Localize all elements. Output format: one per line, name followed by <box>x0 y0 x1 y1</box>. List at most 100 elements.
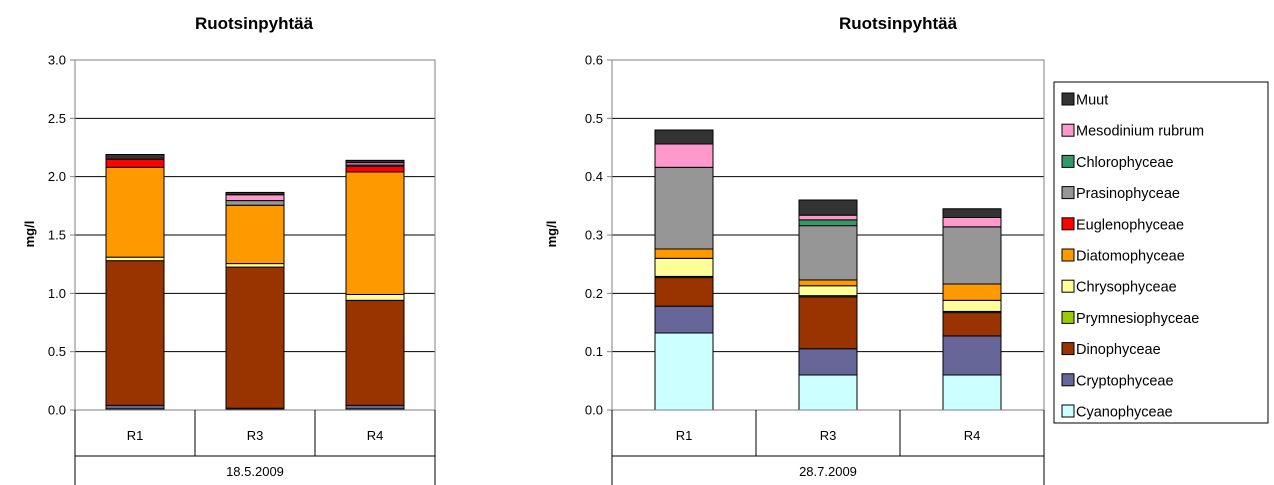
legend-items: Muut Mesodinium rubrum Chlorophyceae Prasin… <box>1061 92 1204 421</box>
chart-1-group-label: 18.5.2009 <box>226 464 284 479</box>
chart-1-bars <box>105 154 405 411</box>
legend-label: Euglenophyceae <box>1076 217 1184 233</box>
legend-swatch <box>1061 186 1075 200</box>
chart-1-bar-segment <box>105 256 165 262</box>
legend-label: Prymnesiophyceae <box>1076 311 1199 327</box>
chart-1-ytick-label: 2.5 <box>48 111 66 126</box>
chart-1-bar-segment <box>105 260 165 406</box>
chart-2-xtick-label: R4 <box>964 428 981 443</box>
chart-2-bar-segment <box>654 305 714 334</box>
chart-2-ytick-label: 0.2 <box>585 286 603 301</box>
legend-label: Mesodinium rubrum <box>1076 124 1204 140</box>
chart-2-xtick-label: R3 <box>820 428 837 443</box>
legend-swatch <box>1061 373 1075 387</box>
chart-2-bar-segment <box>942 226 1002 285</box>
legend-label: Prasinophyceae <box>1076 186 1180 202</box>
legend-label: Cyanophyceae <box>1076 405 1173 421</box>
chart-2-bar-segment <box>798 348 858 376</box>
chart-1-ytick-label: 3.0 <box>48 53 66 68</box>
chart-2-ytick-label: 0.5 <box>585 111 603 126</box>
chart-1-bar-segment <box>345 159 405 164</box>
chart-2-ytick-label: 0.6 <box>585 53 603 68</box>
chart-2-bar-segment <box>798 296 858 350</box>
legend: Muut Mesodinium rubrum Chlorophyceae Prasin… <box>1053 81 1269 424</box>
chart-1-ytick-label: 1.0 <box>48 286 66 301</box>
legend-label: Muut <box>1076 93 1108 109</box>
chart-1-bar-segment <box>345 171 405 295</box>
legend-swatch <box>1061 404 1075 418</box>
legend-label: Chlorophyceae <box>1076 155 1174 171</box>
chart-2-ytick-label: 0.4 <box>585 169 603 184</box>
legend-swatch <box>1061 123 1075 137</box>
chart-2-group-label: 28.7.2009 <box>799 464 857 479</box>
chart-2-bar-segment <box>942 335 1002 376</box>
chart-2-bar-segment <box>942 283 1002 301</box>
chart-2-bar-segment <box>798 225 858 281</box>
legend-box <box>1053 81 1269 424</box>
chart-2-bar-segment <box>654 277 714 307</box>
chart-2: Ruotsinpyhtää mg/l 0.0 0.1 0.2 0.3 0.4 0.5 0.6… <box>544 14 1045 485</box>
chart-1-bar-segment <box>345 299 405 406</box>
chart-1-bar-segment <box>225 200 285 206</box>
chart-1-xaxis: R1 R3 R4 <box>74 410 436 485</box>
chart-1-bar-segment <box>105 166 165 258</box>
chart-2-ytick-label: 0.0 <box>585 403 603 418</box>
chart-2-bar-segment <box>654 166 714 250</box>
chart-1-bar-segment <box>105 404 165 410</box>
chart-2-bar-segment <box>798 214 858 221</box>
chart-1-bar-segment <box>105 154 165 160</box>
chart-2-bars <box>654 129 1002 411</box>
chart-1-ylabel: mg/l <box>22 221 37 248</box>
chart-1-bar-segment <box>345 404 405 410</box>
chart-2-bar-segment <box>942 299 1002 312</box>
chart-1-xtick-label: R3 <box>247 428 264 443</box>
chart-1-bar-segment <box>345 294 405 301</box>
chart-1-ytick-label: 0.5 <box>48 344 66 359</box>
chart-2-ytick-label: 0.1 <box>585 344 603 359</box>
chart-1-bar-segment <box>225 194 285 202</box>
chart-2-ylabel: mg/l <box>544 221 559 248</box>
chart-1-bar-segment <box>105 158 165 168</box>
legend-label: Diatomophyceae <box>1076 249 1185 265</box>
chart-2-bar-segment <box>942 374 1002 411</box>
legend-swatch <box>1061 92 1075 106</box>
chart-1-ytick-label: 1.5 <box>48 228 66 243</box>
legend-swatch <box>1061 154 1075 168</box>
chart-1-yticks: 0.0 0.5 1.0 1.5 2.0 2.5 3.0 <box>48 53 75 418</box>
legend-swatch <box>1061 248 1075 262</box>
chart-2-bar-segment <box>942 312 1002 337</box>
chart-1-bar-segment <box>345 165 405 173</box>
chart-2-bar-segment <box>798 374 858 411</box>
legend-label: Chrysophyceae <box>1076 280 1177 296</box>
legend-swatch <box>1061 310 1075 324</box>
chart-1-bar-segment <box>225 263 285 268</box>
chart-1-bar-segment <box>225 266 285 409</box>
chart-2-bar-segment <box>942 208 1002 218</box>
chart-2-bar-segment <box>654 143 714 168</box>
legend-swatch <box>1061 217 1075 231</box>
chart-1: Ruotsinpyhtää mg/l 0.0 0.5 1.0 1.5 2.0 2.5 3.0… <box>22 14 436 485</box>
chart-2-bar-segment <box>654 257 714 277</box>
chart-2-bar-segment <box>654 248 714 259</box>
chart-1-bar-segment <box>225 191 285 196</box>
chart-2-bar-segment <box>798 285 858 297</box>
chart-2-title: Ruotsinpyhtää <box>839 14 958 33</box>
chart-2-xtick-label: R1 <box>676 428 693 443</box>
chart-2-bar-segment <box>654 129 714 145</box>
legend-label: Cryptophyceae <box>1076 373 1174 389</box>
chart-1-xtick-label: R4 <box>367 428 384 443</box>
chart-1-ytick-label: 2.0 <box>48 169 66 184</box>
chart-1-bar-segment <box>225 204 285 265</box>
chart-2-bar-segment <box>798 199 858 216</box>
chart-2-yticks: 0.0 0.1 0.2 0.3 0.4 0.5 0.6 <box>585 53 612 418</box>
chart-2-xaxis: R1 R3 R4 <box>611 410 1045 485</box>
legend-label: Dinophyceae <box>1076 342 1161 358</box>
chart-1-title: Ruotsinpyhtää <box>195 14 314 33</box>
chart-2-bar-segment <box>654 332 714 411</box>
legend-swatch <box>1061 342 1075 356</box>
chart-1-xtick-label: R1 <box>127 428 144 443</box>
chart-2-ytick-label: 0.3 <box>585 228 603 243</box>
legend-swatch <box>1061 279 1075 293</box>
chart-1-ytick-label: 0.0 <box>48 403 66 418</box>
